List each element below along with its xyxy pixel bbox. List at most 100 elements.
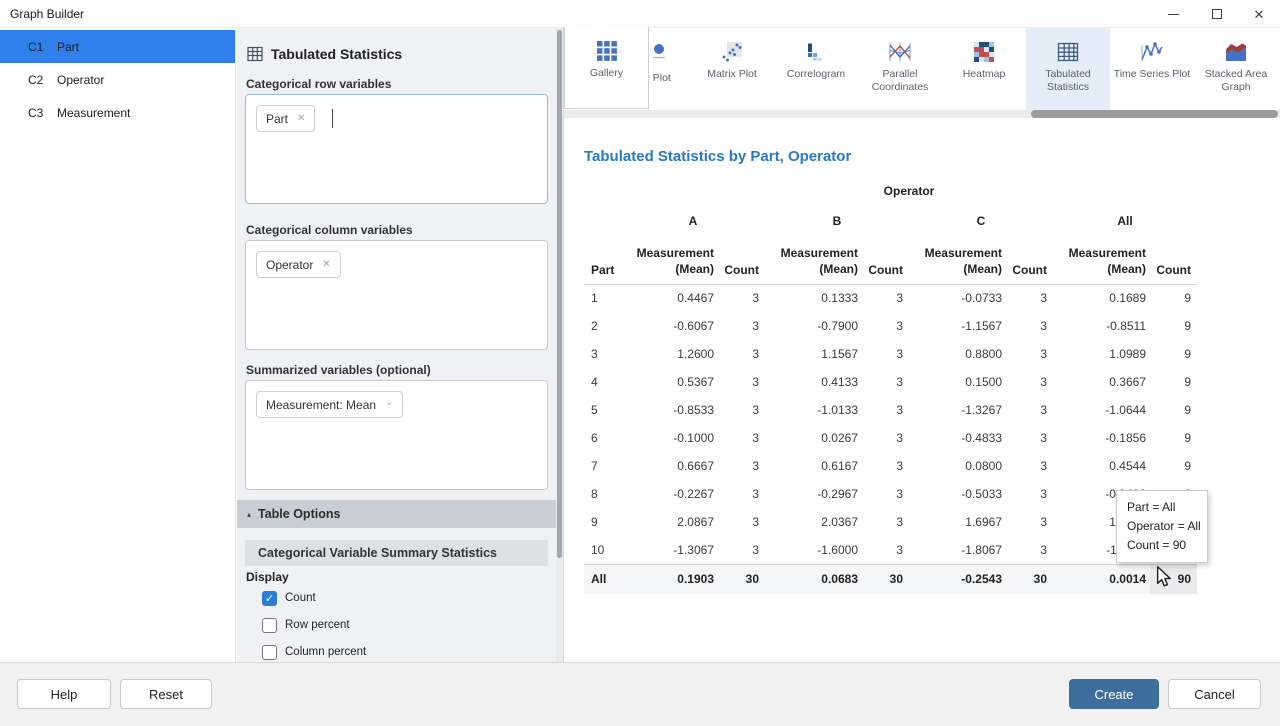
mean-cell[interactable]: 0.1333	[765, 284, 862, 312]
count-cell[interactable]: 9	[1150, 424, 1197, 452]
mean-cell[interactable]: -0.0733	[909, 284, 1006, 312]
summarized-variables-dropzone[interactable]: Measurement: Mean ⌄	[245, 380, 548, 490]
mean-cell[interactable]: -1.3267	[909, 396, 1006, 424]
sidebar-item-operator[interactable]: C2 Operator	[0, 63, 235, 96]
count-cell[interactable]: 3	[862, 424, 909, 452]
mean-cell[interactable]: -0.5033	[909, 480, 1006, 508]
panel-scrollbar[interactable]	[556, 28, 563, 662]
count-cell[interactable]: 3	[718, 480, 765, 508]
part-cell[interactable]: 1	[584, 284, 621, 312]
count-cell[interactable]: 3	[862, 536, 909, 564]
count-cell[interactable]: 3	[1006, 312, 1053, 340]
part-cell[interactable]: 9	[584, 508, 621, 536]
count-cell[interactable]: 3	[1006, 452, 1053, 480]
sidebar-item-measurement[interactable]: C3 Measurement	[0, 96, 235, 129]
gallery-item-matrix-plot[interactable]: Matrix Plot	[690, 28, 774, 110]
mean-cell[interactable]: 0.4467	[621, 284, 718, 312]
count-cell[interactable]: 9	[1150, 452, 1197, 480]
gallery-item-heatmap[interactable]: Heatmap	[942, 28, 1026, 110]
variable-chip-operator[interactable]: Operator ✕	[256, 251, 341, 278]
mean-cell[interactable]: -0.8511	[1053, 312, 1150, 340]
part-cell[interactable]: All	[584, 564, 621, 594]
mean-cell[interactable]: 0.6167	[765, 452, 862, 480]
part-cell[interactable]: 7	[584, 452, 621, 480]
count-cell[interactable]: 30	[718, 564, 765, 594]
count-cell[interactable]: 3	[1006, 368, 1053, 396]
count-cell[interactable]: 3	[862, 480, 909, 508]
close-button[interactable]: ✕	[1238, 0, 1280, 28]
mean-cell[interactable]: -0.6067	[621, 312, 718, 340]
mean-cell[interactable]: 0.0267	[765, 424, 862, 452]
maximize-button[interactable]	[1196, 0, 1238, 28]
mean-cell[interactable]: 0.4544	[1053, 452, 1150, 480]
mean-cell[interactable]: 0.0683	[765, 564, 862, 594]
mean-cell[interactable]: -0.4833	[909, 424, 1006, 452]
part-cell[interactable]: 5	[584, 396, 621, 424]
count-cell[interactable]: 3	[862, 312, 909, 340]
mean-cell[interactable]: 2.0367	[765, 508, 862, 536]
count-cell[interactable]: 3	[1006, 284, 1053, 312]
mean-cell[interactable]: -1.6000	[765, 536, 862, 564]
count-cell[interactable]: 3	[1006, 340, 1053, 368]
minimize-button[interactable]	[1152, 0, 1194, 28]
column-variables-dropzone[interactable]: Operator ✕	[245, 240, 548, 350]
mean-cell[interactable]: -1.0644	[1053, 396, 1150, 424]
count-cell[interactable]: 3	[718, 452, 765, 480]
variable-chip-part[interactable]: Part ✕	[256, 105, 315, 132]
count-cell[interactable]: 9	[1150, 368, 1197, 396]
mean-cell[interactable]: 1.6967	[909, 508, 1006, 536]
count-cell[interactable]: 3	[862, 368, 909, 396]
mean-cell[interactable]: 0.8800	[909, 340, 1006, 368]
count-cell[interactable]: 9	[1150, 312, 1197, 340]
count-cell[interactable]: 3	[718, 396, 765, 424]
mean-cell[interactable]: -0.2543	[909, 564, 1006, 594]
mean-cell[interactable]: 0.0014	[1053, 564, 1150, 594]
count-cell[interactable]: 3	[718, 508, 765, 536]
reset-button[interactable]: Reset	[120, 679, 212, 709]
mean-cell[interactable]: -1.1567	[909, 312, 1006, 340]
count-cell[interactable]: 3	[1006, 424, 1053, 452]
mean-cell[interactable]: 1.0989	[1053, 340, 1150, 368]
cancel-button[interactable]: Cancel	[1168, 679, 1261, 709]
part-cell[interactable]: 3	[584, 340, 621, 368]
count-cell[interactable]: 3	[718, 340, 765, 368]
gallery-item-time-series-plot[interactable]: Time Series Plot	[1110, 28, 1194, 110]
variable-chip-measurement-mean[interactable]: Measurement: Mean ⌄	[256, 391, 403, 418]
count-cell[interactable]: 3	[862, 340, 909, 368]
mean-cell[interactable]: -0.8533	[621, 396, 718, 424]
panel-scrollbar-thumb[interactable]	[557, 30, 562, 558]
mean-cell[interactable]: 0.5367	[621, 368, 718, 396]
checkbox-row-percent[interactable]: Row percent	[262, 615, 350, 635]
remove-chip-icon[interactable]: ✕	[322, 259, 330, 270]
count-cell[interactable]: 9	[1150, 340, 1197, 368]
part-cell[interactable]: 6	[584, 424, 621, 452]
gallery-item-tabulated-statistics[interactable]: Tabulated Statistics	[1026, 28, 1110, 110]
mean-cell[interactable]: -0.7900	[765, 312, 862, 340]
gallery-item-stacked-area-graph[interactable]: Stacked Area Graph	[1194, 28, 1278, 110]
count-cell[interactable]: 9	[1150, 284, 1197, 312]
mean-cell[interactable]: 0.3667	[1053, 368, 1150, 396]
gallery-item-correlogram[interactable]: Correlogram	[774, 28, 858, 110]
mean-cell[interactable]: 0.1903	[621, 564, 718, 594]
count-cell[interactable]: 30	[862, 564, 909, 594]
count-cell[interactable]: 3	[1006, 480, 1053, 508]
count-cell[interactable]: 3	[718, 536, 765, 564]
table-options-header[interactable]: ▴ Table Options	[237, 500, 556, 528]
count-cell[interactable]: 3	[1006, 508, 1053, 536]
checkbox-column-percent[interactable]: Column percent	[262, 642, 366, 662]
mean-cell[interactable]: 0.4133	[765, 368, 862, 396]
sidebar-item-part[interactable]: C1 Part	[0, 30, 235, 63]
mean-cell[interactable]: 0.0800	[909, 452, 1006, 480]
count-cell[interactable]: 3	[718, 368, 765, 396]
row-variables-dropzone[interactable]: Part ✕	[245, 94, 548, 204]
count-cell[interactable]: 3	[1006, 396, 1053, 424]
count-cell[interactable]: 3	[718, 312, 765, 340]
part-cell[interactable]: 4	[584, 368, 621, 396]
help-button[interactable]: Help	[17, 679, 111, 709]
mean-cell[interactable]: 0.1500	[909, 368, 1006, 396]
mean-cell[interactable]: -1.3067	[621, 536, 718, 564]
count-cell[interactable]: 3	[862, 396, 909, 424]
part-cell[interactable]: 8	[584, 480, 621, 508]
mean-cell[interactable]: 1.1567	[765, 340, 862, 368]
mean-cell[interactable]: -0.2267	[621, 480, 718, 508]
